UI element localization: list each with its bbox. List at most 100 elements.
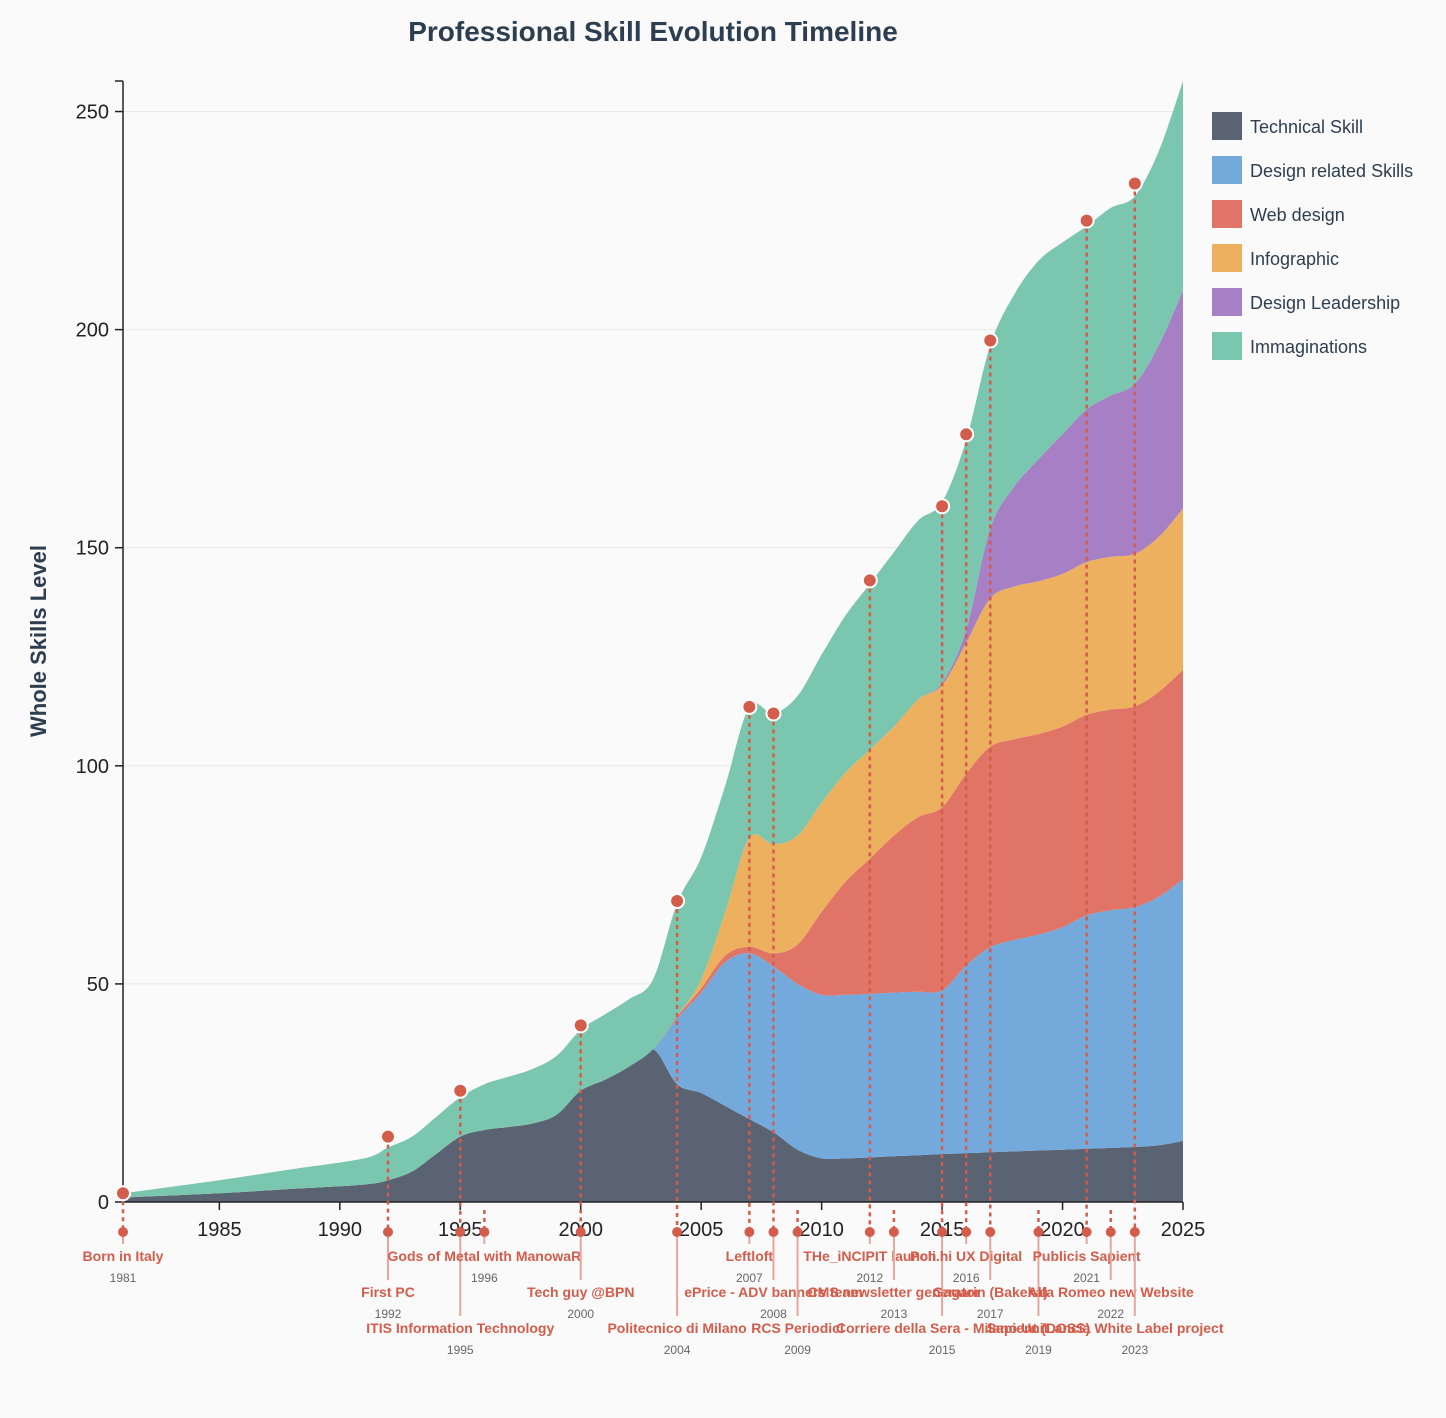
event-axis-dot bbox=[864, 1227, 875, 1237]
event-axis-dot bbox=[575, 1227, 586, 1237]
event-year: 2013 bbox=[881, 1307, 908, 1321]
event-label: ITIS Information Technology bbox=[366, 1320, 554, 1336]
event-year: 2007 bbox=[736, 1271, 763, 1285]
y-tick-label: 200 bbox=[76, 320, 109, 342]
event-label: Born in Italy bbox=[83, 1248, 164, 1264]
event-marker-dot bbox=[669, 893, 686, 910]
y-tick-label: 0 bbox=[98, 1192, 109, 1214]
event-year: 1995 bbox=[447, 1343, 474, 1357]
event-axis-dot bbox=[1105, 1227, 1116, 1237]
y-tick-label: 100 bbox=[76, 756, 109, 778]
stacked-areas bbox=[123, 81, 1183, 1202]
x-tick-label: 1985 bbox=[197, 1219, 242, 1241]
x-tick-label: 2025 bbox=[1161, 1219, 1206, 1241]
event-label: First PC bbox=[361, 1284, 415, 1300]
event-year: 2022 bbox=[1097, 1307, 1124, 1321]
event-year: 2008 bbox=[760, 1307, 787, 1321]
legend-label: Design Leadership bbox=[1250, 293, 1400, 313]
event-axis-dot bbox=[744, 1227, 755, 1237]
chart-title: Professional Skill Evolution Timeline bbox=[408, 16, 898, 47]
event-axis-dot bbox=[118, 1227, 128, 1237]
y-tick-label: 50 bbox=[87, 974, 109, 996]
event-year: 2021 bbox=[1073, 1271, 1100, 1285]
event-label: ePrice - ADV banners team bbox=[684, 1284, 862, 1300]
legend-swatch bbox=[1212, 332, 1242, 360]
event-label: Gagarin (Bakeka) bbox=[933, 1284, 1048, 1300]
event-year: 2023 bbox=[1121, 1343, 1148, 1357]
area-web-design bbox=[123, 669, 1183, 1198]
event-marker-dot bbox=[452, 1082, 469, 1099]
event-year: 1981 bbox=[110, 1271, 137, 1285]
event-year: 2009 bbox=[784, 1343, 811, 1357]
event-marker-dot bbox=[982, 332, 999, 349]
event-label: Lancia White Label project bbox=[1046, 1320, 1224, 1336]
y-tick-label: 250 bbox=[76, 102, 109, 124]
event-marker-dot bbox=[1078, 212, 1095, 229]
event-label: Gods of Metal with ManowaR bbox=[388, 1248, 582, 1264]
legend-swatch bbox=[1212, 244, 1242, 272]
event-axis-dot bbox=[792, 1227, 803, 1237]
legend-swatch bbox=[1212, 288, 1242, 316]
event-year: 2015 bbox=[929, 1343, 956, 1357]
legend-swatch bbox=[1212, 156, 1242, 184]
event-label: Publicis Sapient bbox=[1033, 1248, 1141, 1264]
y-tick-label: 150 bbox=[76, 538, 109, 560]
x-tick-label: 2020 bbox=[1040, 1219, 1085, 1241]
event-marker-dot bbox=[958, 426, 975, 443]
area-design-related-skills bbox=[123, 879, 1183, 1198]
x-tick-label: 1990 bbox=[318, 1219, 363, 1241]
event-label: Corriere della Sera - Milano Unit bbox=[836, 1320, 1049, 1336]
event-label: Sapient (DOSS) bbox=[987, 1320, 1090, 1336]
event-marker-dot bbox=[380, 1128, 396, 1145]
legend-label: Technical Skill bbox=[1250, 117, 1363, 137]
event-marker-dot bbox=[572, 1017, 589, 1034]
area-technical-skill bbox=[123, 1048, 1183, 1202]
event-year: 1992 bbox=[375, 1307, 402, 1321]
event-year: 2000 bbox=[567, 1307, 594, 1321]
legend-swatch bbox=[1212, 112, 1242, 140]
legend: Technical Skill Design related Skills Web … bbox=[1212, 112, 1413, 360]
legend-label: Immaginations bbox=[1250, 337, 1367, 357]
event-axis-dot bbox=[1033, 1227, 1044, 1237]
event-axis-dot bbox=[961, 1227, 972, 1237]
event-axis-dot bbox=[985, 1227, 996, 1237]
event-year: 2016 bbox=[953, 1271, 980, 1285]
event-year: 2012 bbox=[856, 1271, 883, 1285]
event-axis-dot bbox=[479, 1227, 490, 1237]
x-tick-label: 2005 bbox=[679, 1219, 724, 1241]
event-label: RCS Periodici bbox=[751, 1320, 844, 1336]
event-axis-dot bbox=[768, 1227, 779, 1237]
legend-label: Web design bbox=[1250, 205, 1345, 225]
event-label: CMS newsletter generator bbox=[808, 1284, 981, 1300]
event-label: Leftloft bbox=[726, 1248, 774, 1264]
area-infographic bbox=[123, 508, 1183, 1198]
event-year: 2019 bbox=[1025, 1343, 1052, 1357]
event-marker-dot bbox=[741, 698, 758, 715]
event-year: 2004 bbox=[664, 1343, 691, 1357]
y-axis-label: Whole Skills Level bbox=[26, 545, 51, 737]
event-marker-dot bbox=[861, 572, 878, 589]
legend-label: Design related Skills bbox=[1250, 161, 1413, 181]
legend-label: Infographic bbox=[1250, 249, 1339, 269]
x-tick-label: 2010 bbox=[799, 1219, 844, 1241]
event-marker-dot bbox=[115, 1185, 131, 1202]
event-year: 2017 bbox=[977, 1307, 1004, 1321]
event-label: Politecnico di Milano bbox=[607, 1320, 746, 1336]
event-label: THe_iNCIPIT launch bbox=[803, 1248, 936, 1264]
event-axis-dot bbox=[888, 1227, 899, 1237]
event-axis-dot bbox=[672, 1227, 683, 1237]
event-axis-dot bbox=[1129, 1227, 1140, 1237]
event-label: Alfa Romeo new Website bbox=[1028, 1284, 1194, 1300]
event-axis-dot bbox=[1081, 1227, 1092, 1237]
event-marker-dot bbox=[934, 498, 951, 515]
event-axis-dot bbox=[937, 1227, 948, 1237]
event-marker-dot bbox=[1126, 175, 1143, 192]
event-year: 1996 bbox=[471, 1271, 498, 1285]
legend-swatch bbox=[1212, 200, 1242, 228]
event-label: Poli.hi UX Digital bbox=[910, 1248, 1022, 1264]
event-axis-dot bbox=[455, 1227, 466, 1237]
event-label: Tech guy @BPN bbox=[527, 1284, 635, 1300]
event-marker-dot bbox=[765, 705, 782, 722]
